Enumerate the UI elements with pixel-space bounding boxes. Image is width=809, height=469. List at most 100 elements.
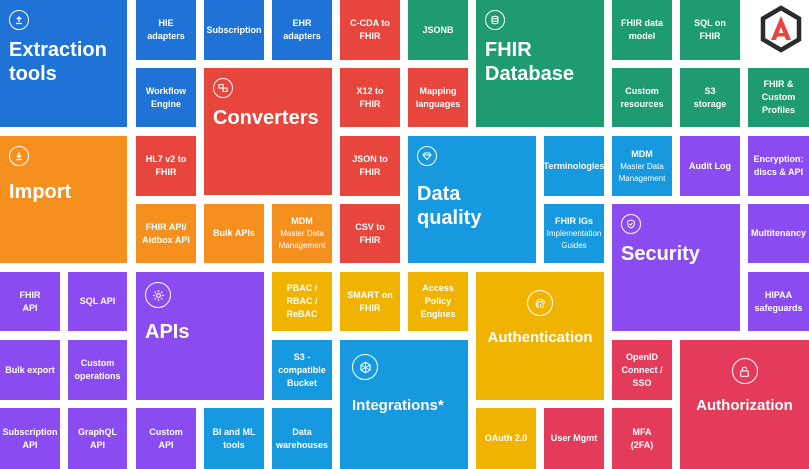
sql-on-fhir-tile: SQL on FHIR xyxy=(680,0,740,60)
tile-label: FHIR & Custom Profiles xyxy=(761,79,796,115)
tile-label: Bulk export xyxy=(5,364,55,375)
x12-to-fhir-tile: X12 to FHIR xyxy=(340,68,400,127)
custom-resources-tile: Custom resources xyxy=(612,68,672,127)
data-warehouses-tile: Data warehouses xyxy=(272,408,332,469)
security-section: Security xyxy=(612,204,740,331)
tile-label: Workflow Engine xyxy=(145,85,187,109)
terminologies-tile: Terminologies xyxy=(544,136,604,196)
upload-icon xyxy=(9,10,29,30)
bulk-apis-tile: Bulk APIs xyxy=(204,204,264,263)
tile-label: Custom operations xyxy=(74,358,121,381)
section-title: FHIR Database xyxy=(485,39,574,85)
pbac-rbac-rebac-tile: PBAC / RBAC / ReBAC xyxy=(272,272,332,331)
section-title: Extraction tools xyxy=(9,39,107,85)
tile-label: Access Policy Engines xyxy=(420,283,456,319)
openid-connect-sso-tile: OpenID Connect / SSO xyxy=(612,340,672,400)
tile-label: OAuth 2.0 xyxy=(484,433,528,443)
fhir-api-aidbox-api-tile: FHIR API/ Aidbox API xyxy=(136,204,196,263)
authorization-section: Authorization xyxy=(680,340,809,469)
s3-storage-tile: S3 storage xyxy=(680,68,740,127)
tile-label: BI and ML tools xyxy=(212,426,256,450)
authentication-section: Authentication xyxy=(476,272,604,400)
tile-sublabel: Master Data Management xyxy=(618,161,666,183)
section-title: Integrations* xyxy=(352,397,444,414)
mdm-orange-tile: MDM Master Data Management xyxy=(272,204,332,263)
tile-label: FHIR API/ Aidbox API xyxy=(142,221,190,245)
multitenancy-tile: Multitenancy xyxy=(748,204,809,263)
tile-label: Encryption: discs & API xyxy=(753,154,804,177)
oauth-tile: OAuth 2.0 xyxy=(476,408,536,469)
extraction-tools-section: Extraction tools xyxy=(0,0,127,127)
tile-label: User Mgmt xyxy=(550,433,598,443)
json-to-fhir-tile: JSON to FHIR xyxy=(340,136,400,196)
download-icon xyxy=(9,146,29,166)
hipaa-safeguards-tile: HIPAA safeguards xyxy=(748,272,809,331)
section-title: Authorization xyxy=(696,397,793,414)
network-icon xyxy=(352,354,378,380)
tile-label: JSONB xyxy=(422,24,454,35)
fingerprint-icon xyxy=(527,290,553,316)
tile-label: Mapping languages xyxy=(415,85,461,109)
tile-label: S3 storage xyxy=(693,85,727,109)
integrations-section: Integrations* xyxy=(340,340,468,469)
fhir-custom-profiles-tile: FHIR & Custom Profiles xyxy=(748,68,809,127)
tile-label: OpenID Connect / SSO xyxy=(621,351,663,388)
tile-label: Terminologies xyxy=(544,160,604,171)
tile-label: Subscription xyxy=(206,24,262,35)
tile-label: FHIR IGs xyxy=(554,216,593,226)
tile-label: GraphQL API xyxy=(77,426,117,450)
s3-compatible-bucket-tile: S3 - compatible Bucket xyxy=(272,340,332,400)
fhir-data-model-tile: FHIR data model xyxy=(612,0,672,60)
tile-label: PBAC / RBAC / ReBAC xyxy=(286,283,318,319)
converters-section: Converters xyxy=(204,68,332,195)
subscription-tile: Subscription xyxy=(204,0,264,60)
section-title: Import xyxy=(9,181,72,203)
tile-label: SQL on FHIR xyxy=(694,18,726,41)
fhir-igs-tile: FHIR IGs Implementation Guides xyxy=(544,204,604,263)
tile-label: MDM xyxy=(631,148,653,159)
tile-label: EHR adapters xyxy=(283,18,321,41)
smart-on-fhir-tile: SMART on FHIR xyxy=(340,272,400,331)
tile-label: Custom resources xyxy=(620,85,664,109)
mfa-2fa-tile: MFA (2FA) xyxy=(612,408,672,469)
tile-label: Multitenancy xyxy=(750,228,806,238)
apis-section: APIs xyxy=(136,272,264,400)
jsonb-tile: JSONB xyxy=(408,0,468,60)
ccda-to-fhir-tile: C-CDA to FHIR xyxy=(340,0,400,60)
tile-label: X12 to FHIR xyxy=(356,85,384,109)
user-mgmt-tile: User Mgmt xyxy=(544,408,604,469)
tile-label: JSON to FHIR xyxy=(352,154,388,177)
gear-icon xyxy=(145,282,171,308)
tile-label: Bulk APIs xyxy=(213,228,255,238)
hl7v2-to-fhir-tile: HL7 v2 to FHIR xyxy=(136,136,196,196)
tile-label: C-CDA to FHIR xyxy=(350,18,390,41)
tile-label: Audit Log xyxy=(689,160,731,171)
tile-label: FHIR data model xyxy=(620,18,663,41)
database-icon xyxy=(485,10,505,30)
section-title: APIs xyxy=(145,321,190,343)
tile-label: Custom API xyxy=(149,426,183,450)
import-section: Import xyxy=(0,136,127,263)
mdm-sky-tile: MDM Master Data Management xyxy=(612,136,672,196)
tile-label: CSV to FHIR xyxy=(355,221,385,245)
tile-label: HL7 v2 to FHIR xyxy=(145,154,187,177)
ehr-adapters-tile: EHR adapters xyxy=(272,0,332,60)
section-title: Authentication xyxy=(487,329,593,346)
convert-icon xyxy=(213,78,233,98)
fhir-database-section: FHIR Database xyxy=(476,0,604,127)
tile-label: MDM xyxy=(291,216,313,226)
tile-label: HIE adapters xyxy=(147,18,185,41)
custom-api-tile: Custom API xyxy=(136,408,196,469)
bulk-export-tile: Bulk export xyxy=(0,340,60,400)
csv-to-fhir-tile: CSV to FHIR xyxy=(340,204,400,263)
audit-log-tile: Audit Log xyxy=(680,136,740,196)
shield-icon xyxy=(621,214,641,234)
data-quality-section: Data quality xyxy=(408,136,536,263)
section-title: Data quality xyxy=(417,183,482,229)
tile-label: Subscription API xyxy=(2,426,58,450)
graphql-api-tile: GraphQL API xyxy=(68,408,127,469)
tile-label: SQL API xyxy=(79,296,116,306)
tile-label: S3 - compatible Bucket xyxy=(278,351,326,388)
hie-adapters-tile: HIE adapters xyxy=(136,0,196,60)
mapping-languages-tile: Mapping languages xyxy=(408,68,468,127)
